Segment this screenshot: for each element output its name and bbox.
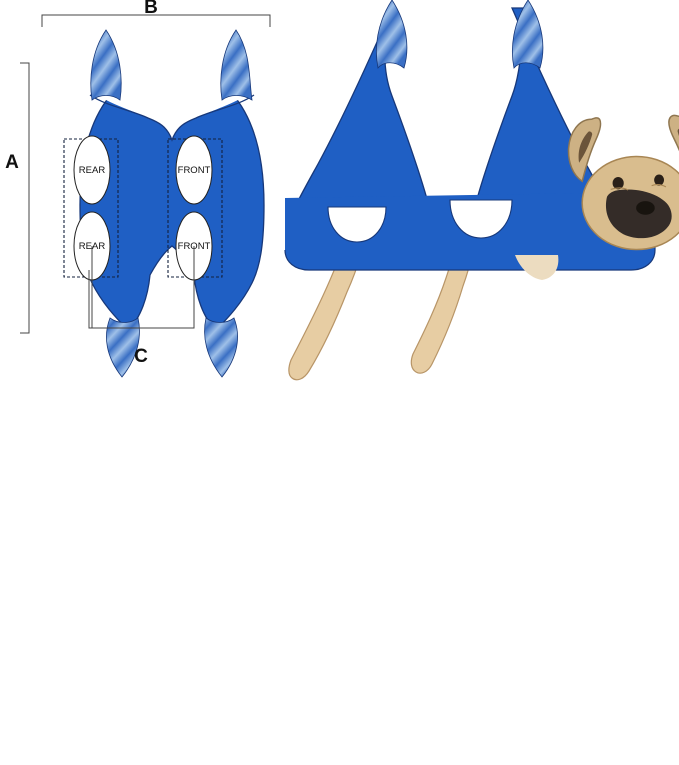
svg-text:REAR: REAR (79, 165, 106, 176)
svg-text:B: B (144, 0, 158, 18)
svg-text:C: C (134, 346, 148, 367)
svg-text:FRONT: FRONT (178, 165, 211, 176)
svg-text:A: A (5, 152, 19, 173)
